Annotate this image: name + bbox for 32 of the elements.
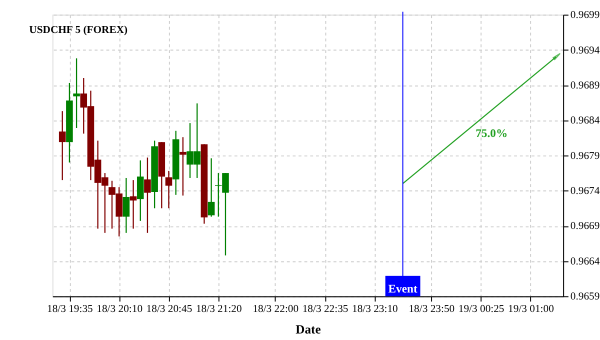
candlestick (144, 156, 151, 234)
text: USDCHF 5 (FOREX) (29, 24, 128, 36)
x-axis-title: Date (296, 322, 322, 337)
ref-line-label: Event (388, 282, 418, 296)
candlestick (208, 158, 215, 218)
y-tick-label: 0.9664 (570, 255, 600, 268)
x-tick-label: 18/3 23:10 (352, 303, 398, 316)
x-tick-label: 18/3 22:00 (252, 303, 299, 316)
y-tick-label: 0.9699 (570, 9, 600, 22)
x-tick-label: 18/3 20:10 (96, 303, 143, 316)
x-tick-label: 18/3 19:35 (46, 303, 93, 316)
candlestick (180, 136, 186, 196)
y-tick-label: 0.9689 (570, 79, 600, 92)
y-tick-label: 0.9684 (570, 114, 600, 127)
candlestick (165, 170, 172, 209)
candlestick (73, 58, 80, 129)
y-tick-label: 0.9694 (570, 44, 600, 56)
x-tick-label: 18/3 20:45 (146, 303, 192, 316)
candlestick (136, 160, 144, 222)
y-tick-label: 0.9659 (570, 290, 600, 303)
candlestick (58, 110, 66, 181)
candlestick (130, 180, 137, 230)
y-tick-label: 0.9674 (570, 185, 600, 198)
x-tick-label: 18/3 21:20 (196, 303, 242, 316)
x-tick-label: 18/3 23:50 (408, 303, 455, 316)
candlestick (122, 177, 130, 234)
y-tick-label: 0.9679 (570, 150, 600, 162)
y-tick-label: 0.9669 (570, 220, 600, 232)
annotation: 75.0% (476, 126, 508, 140)
x-tick-label: 18/3 22:35 (302, 303, 348, 316)
x-tick-label: 19/3 01:00 (508, 303, 554, 316)
x-tick-label: 19/3 00:25 (458, 303, 504, 316)
